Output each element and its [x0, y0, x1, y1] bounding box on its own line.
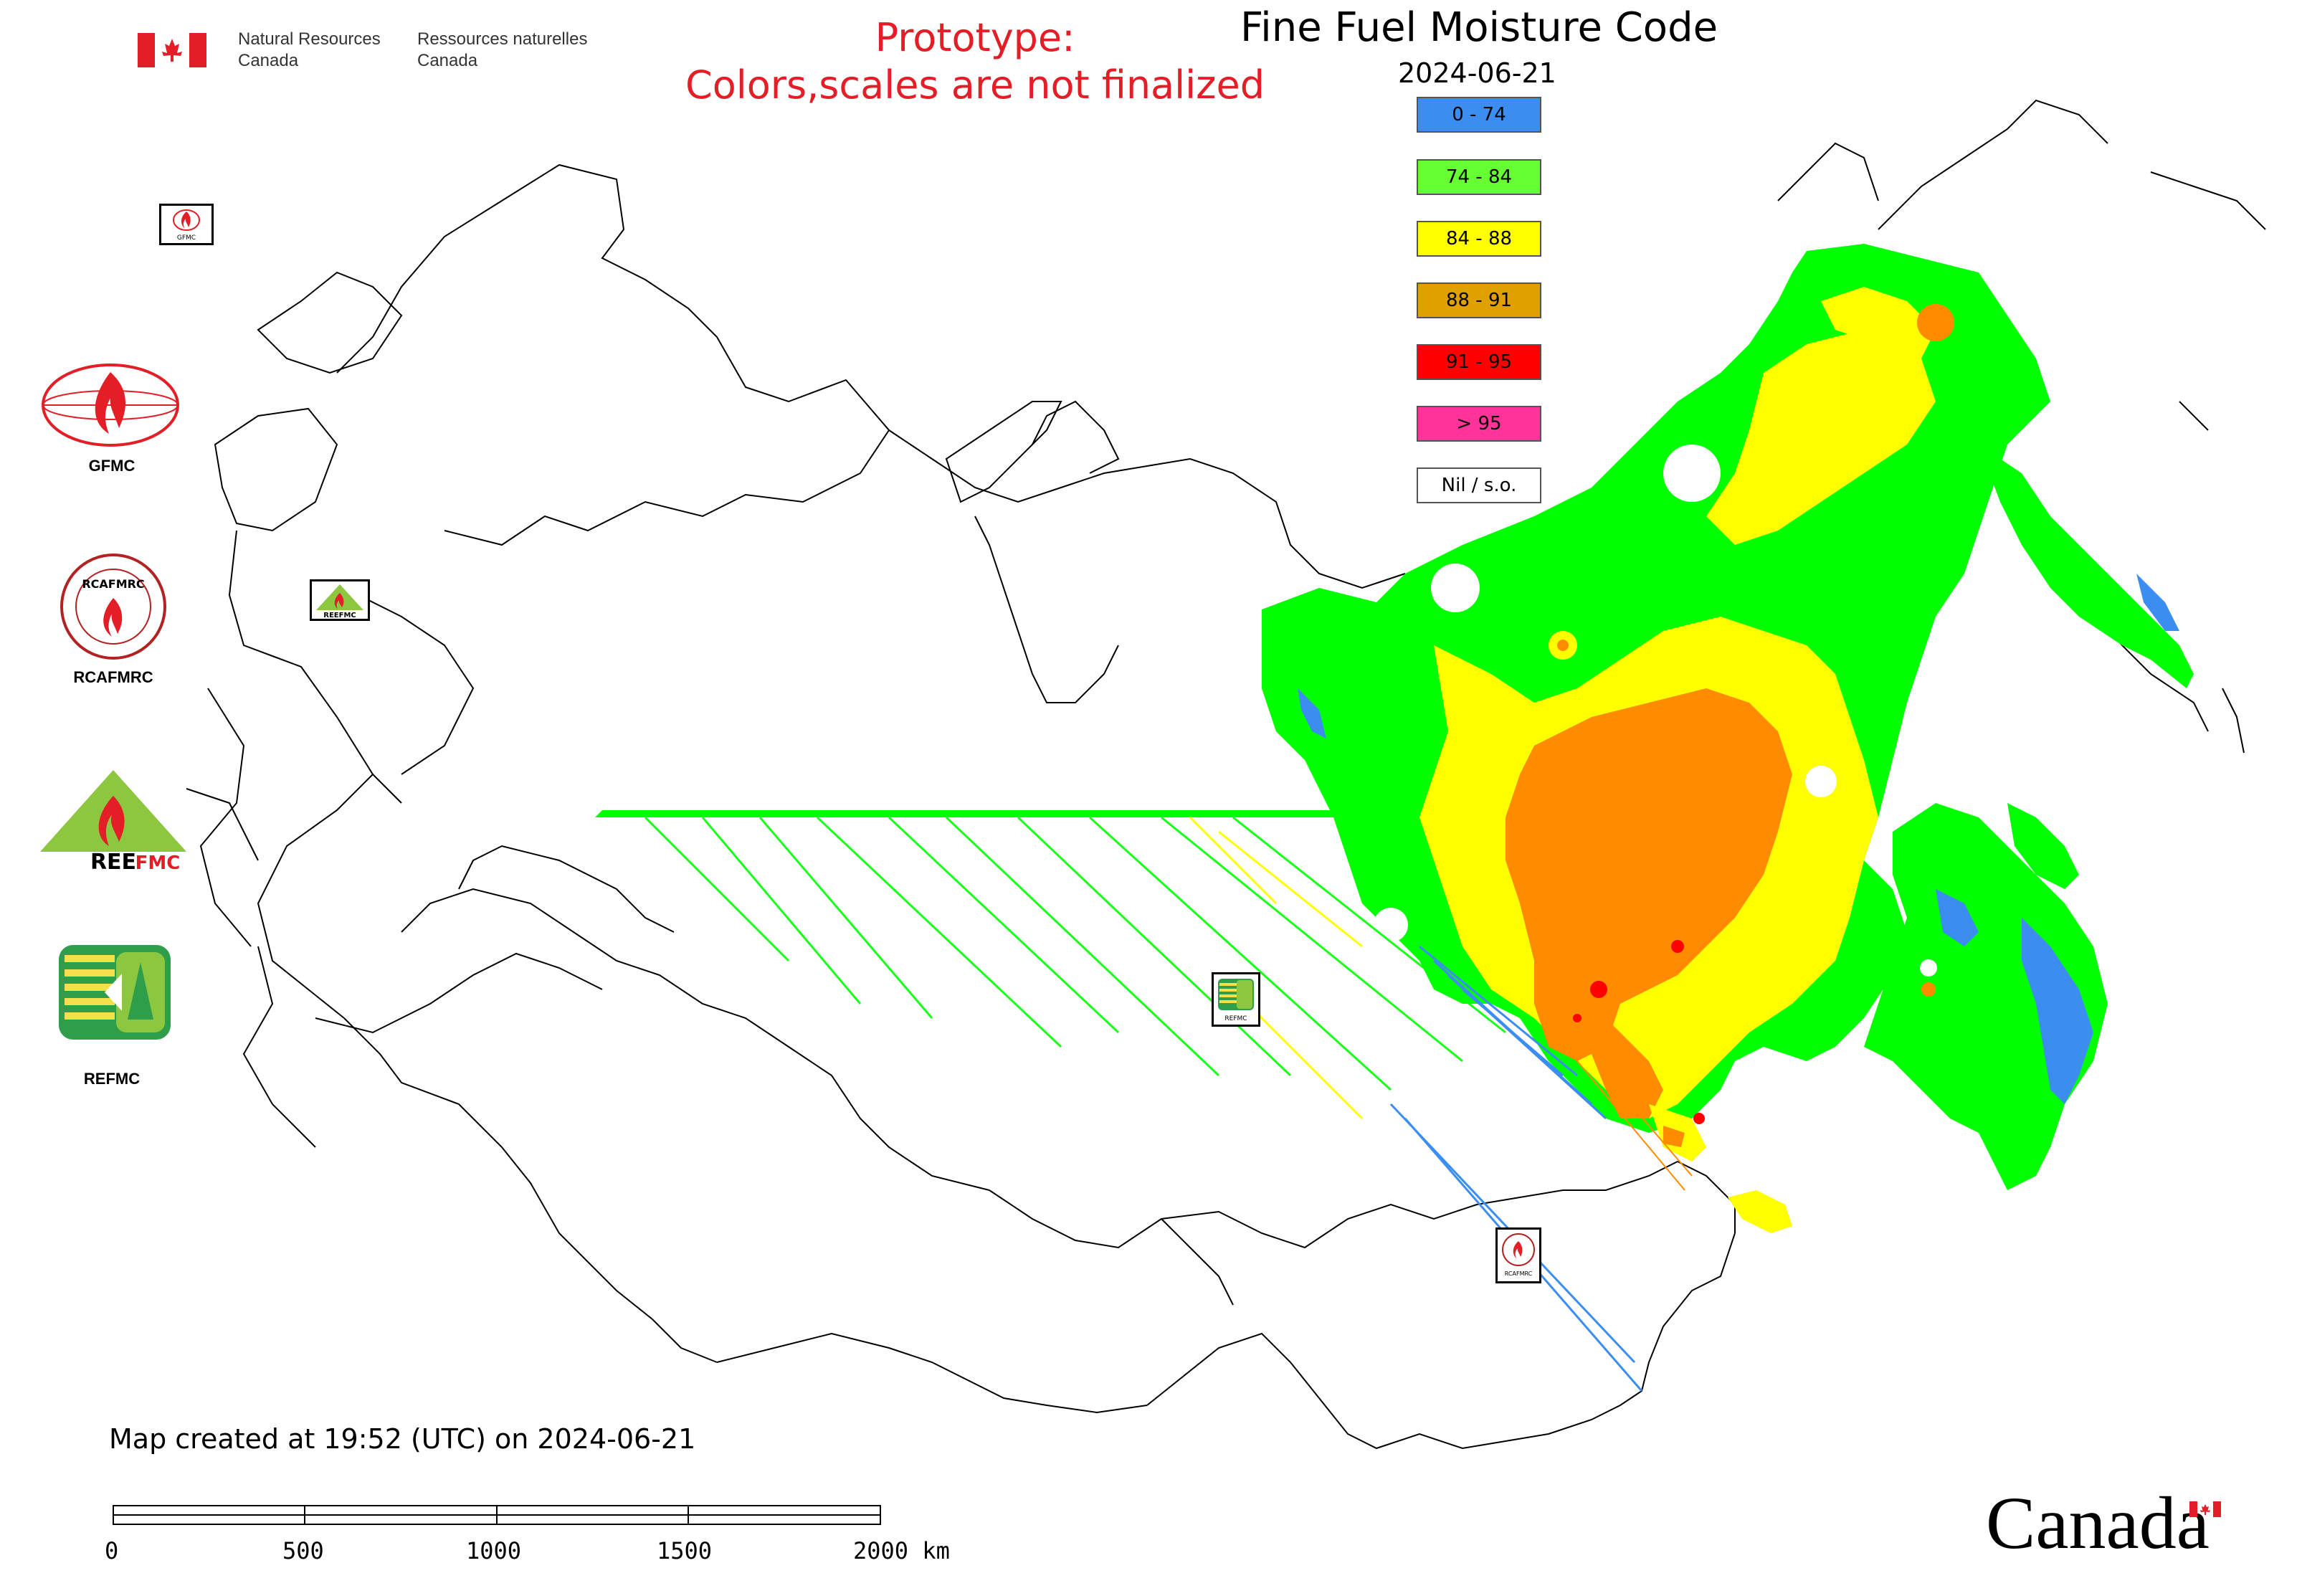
map-created-note: Map created at 19:52 (UTC) on 2024-06-21	[109, 1423, 696, 1455]
canada-flag-icon	[138, 33, 206, 67]
legend-item-84-88: 84 - 88	[1417, 221, 1541, 257]
map-marker-rcafmrc-label: RCAFMRC	[1505, 1270, 1533, 1277]
svg-text:REEFMC: REEFMC	[323, 612, 356, 619]
dept-fr-line2: Canada	[417, 51, 478, 70]
rcafmrc-logo: RCAFMRC	[59, 552, 168, 661]
legend-label: 84 - 88	[1445, 228, 1513, 250]
refmc-caption: REFMC	[83, 1070, 141, 1088]
map-marker-gfmc[interactable]: GFMC	[159, 204, 214, 245]
svg-text:RCAFMRC: RCAFMRC	[82, 577, 144, 591]
dept-en-line1: Natural Resources	[238, 29, 381, 49]
svg-text:REE: REE	[90, 850, 136, 875]
ffmc-raster	[595, 244, 2194, 1392]
ffmc-zone-74-84-kamchatka	[1979, 445, 2194, 688]
scale-bar	[113, 1505, 881, 1525]
map-marker-refmc[interactable]: REFMC	[1212, 972, 1260, 1027]
dept-en-line2: Canada	[238, 51, 299, 70]
scale-label-500: 500	[282, 1537, 324, 1564]
scale-label-1500: 1500	[657, 1537, 713, 1564]
legend-item-91-95: 91 - 95	[1417, 344, 1541, 380]
country-outlines	[186, 99, 2266, 1450]
ffmc-zone-91-95	[1590, 981, 1607, 998]
ffmc-zone-0-74	[2022, 918, 2093, 1104]
legend-item-nil: Nil / s.o.	[1417, 467, 1541, 503]
legend-item-gt-95: > 95	[1417, 406, 1541, 442]
reefmc-logo: REE FMC	[37, 767, 189, 875]
ffmc-zone-88-91	[1506, 688, 1792, 1061]
legend-label: 91 - 95	[1445, 351, 1513, 373]
canada-wordmark-flag-icon	[2189, 1501, 2221, 1517]
dept-name-fr: Ressources naturelles Canada	[417, 29, 587, 72]
legend-label: 74 - 84	[1445, 166, 1513, 188]
map-marker-reefmc[interactable]: REEFMC	[310, 579, 370, 621]
map-marker-gfmc-label: GFMC	[177, 234, 196, 242]
scale-label-0: 0	[105, 1537, 119, 1564]
map-date: 2024-06-21	[1398, 57, 1556, 89]
legend-label: > 95	[1456, 413, 1502, 434]
ffmc-zone-74-84-amur	[1864, 803, 2108, 1190]
map-marker-refmc-label: REFMC	[1224, 1015, 1247, 1022]
legend-label: Nil / s.o.	[1441, 475, 1517, 496]
prototype-line1: Prototype:	[875, 15, 1075, 60]
map-marker-rcafmrc[interactable]: RCAFMRC	[1495, 1227, 1541, 1283]
map-title: Fine Fuel Moisture Code	[1240, 4, 1718, 51]
svg-text:FMC: FMC	[135, 852, 181, 874]
legend-item-0-74: 0 - 74	[1417, 97, 1541, 133]
scale-label-1000: 1000	[466, 1537, 522, 1564]
gfmc-logo	[40, 362, 181, 448]
legend-label: 88 - 91	[1445, 290, 1513, 311]
refmc-logo	[59, 945, 171, 1040]
canada-wordmark: Canada	[1986, 1482, 2210, 1564]
legend-item-74-84: 74 - 84	[1417, 159, 1541, 195]
legend-item-88-91: 88 - 91	[1417, 282, 1541, 318]
prototype-notice: Prototype: Colors,scales are not finaliz…	[617, 14, 1333, 109]
prototype-line2: Colors,scales are not finalized	[685, 62, 1265, 108]
rcafmrc-caption: RCAFMRC	[73, 668, 153, 686]
gfmc-caption: GFMC	[88, 457, 135, 475]
dept-name-en: Natural Resources Canada	[238, 29, 381, 72]
dept-fr-line1: Ressources naturelles	[417, 29, 588, 49]
scale-label-2000: 2000 km	[853, 1537, 950, 1564]
legend-label: 0 - 74	[1452, 104, 1506, 125]
